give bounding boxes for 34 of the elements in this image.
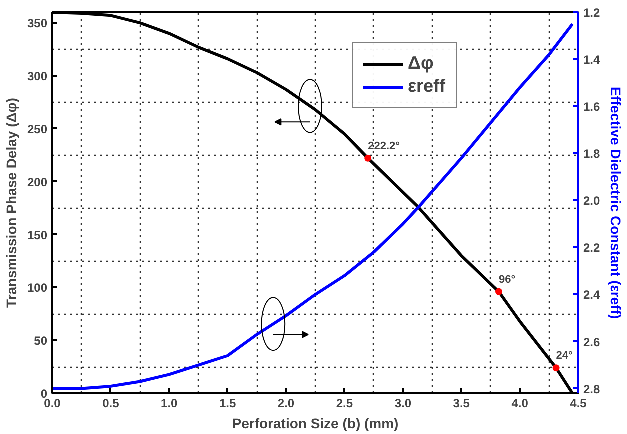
x-tick-label: 0.0 <box>44 396 62 410</box>
y2-tick-label: 2.0 <box>584 194 601 208</box>
y2-tick-label: 1.8 <box>584 147 601 162</box>
y-tick-label: 350 <box>27 16 48 31</box>
y-axis-title: Transmission Phase Delay (Δφ) <box>3 98 20 308</box>
x-tick-label: 3.5 <box>453 396 470 410</box>
y-tick-label: 200 <box>27 175 48 190</box>
y2-tick-label: 2.6 <box>584 335 601 350</box>
y2-tick-label: 1.6 <box>584 100 601 114</box>
x-tick-label: 0.5 <box>102 396 120 410</box>
x-tick-label: 2.0 <box>278 396 295 410</box>
y2-axis-title: Effective Dielectric Constant (εreff) <box>608 86 624 320</box>
x-tick-label: 1.5 <box>219 396 236 410</box>
x-tick-label: 4.0 <box>512 396 529 410</box>
y-tick-label: 150 <box>27 228 48 242</box>
legend-label: Δφ <box>408 53 434 74</box>
y2-tick-label: 1.2 <box>584 6 601 20</box>
y-tick-label: 300 <box>27 70 48 84</box>
y-tick-label: 250 <box>27 122 48 136</box>
annotation: 222.2° <box>368 140 400 152</box>
legend-label: εreff <box>408 76 446 97</box>
annotation: 96° <box>499 274 516 286</box>
y2-tick-label: 2.2 <box>584 241 601 256</box>
y-tick-label: 100 <box>27 281 48 296</box>
x-tick-label: 3.0 <box>394 396 412 410</box>
annotation: 24° <box>556 350 573 362</box>
x-tick-label: 4.5 <box>570 396 588 410</box>
x-tick-label: 1.0 <box>161 396 178 410</box>
y2-tick-label: 2.8 <box>584 382 601 396</box>
y-tick-label: 50 <box>34 334 48 348</box>
y2-tick-label: 2.4 <box>584 288 601 302</box>
x-tick-label: 2.5 <box>336 396 354 410</box>
y2-tick-label: 1.4 <box>584 53 601 68</box>
x-axis-title: Perforation Size (b) (mm) <box>232 416 399 432</box>
